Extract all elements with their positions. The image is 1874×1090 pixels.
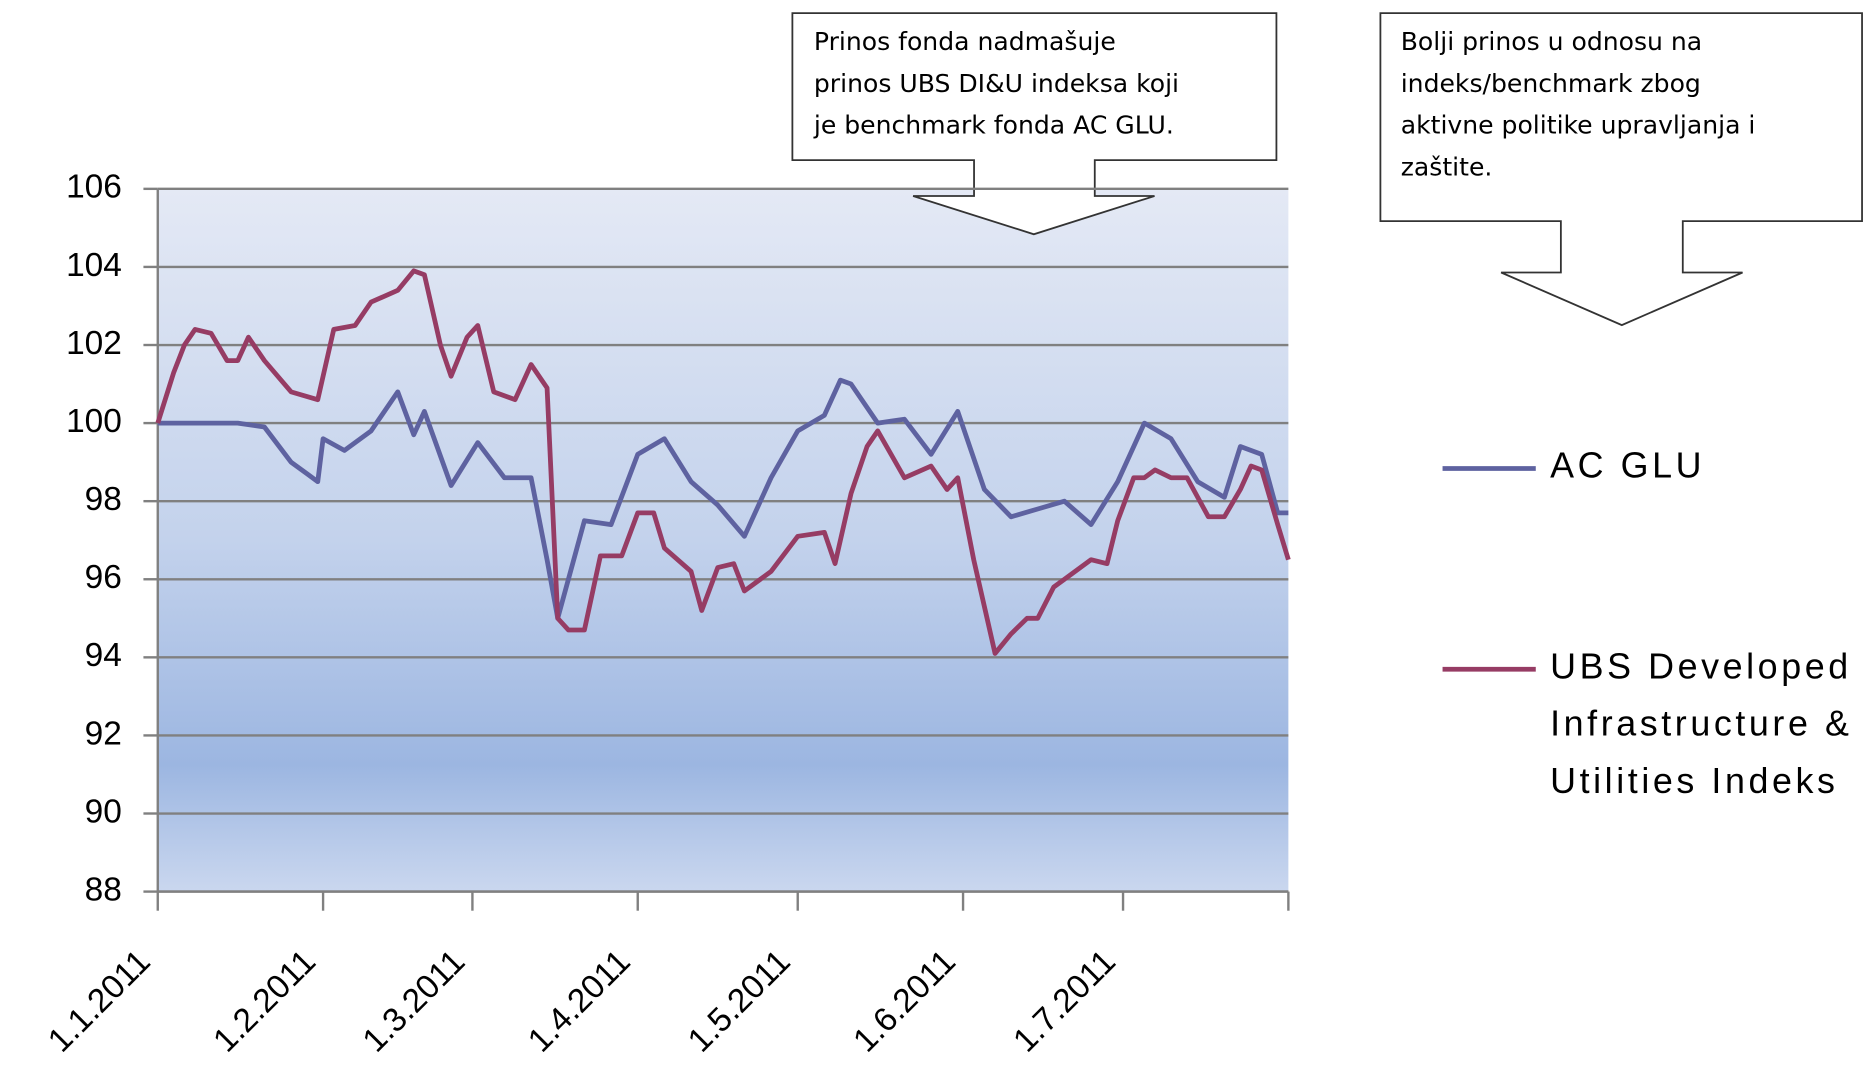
x-tick-label: 1.1.2011 — [41, 943, 157, 1059]
x-tick-label: 1.6.2011 — [847, 943, 963, 1059]
x-tick-label: 1.7.2011 — [1007, 943, 1123, 1059]
plot-area — [157, 188, 1289, 892]
callout-2 — [1379, 12, 1863, 327]
annotation-text: zaštite. — [1401, 153, 1493, 182]
y-tick-label: 96 — [85, 559, 122, 596]
x-tick-label: 1.2.2011 — [207, 943, 323, 1059]
y-tick-label: 102 — [66, 325, 122, 362]
series-line — [155, 268, 1291, 656]
callout-1 — [791, 12, 1278, 236]
y-tick-label: 106 — [66, 169, 122, 206]
x-tick-label: 1.4.2011 — [521, 943, 637, 1059]
y-tick-label: 98 — [85, 481, 122, 518]
annotation-text: aktivne politike upravljanja i — [1401, 111, 1756, 140]
y-tick-label: 104 — [66, 247, 122, 284]
series-line — [157, 377, 1289, 621]
x-tick-label: 1.3.2011 — [356, 943, 472, 1059]
y-tick-label: 94 — [85, 637, 122, 674]
y-tick-label: 88 — [85, 871, 122, 908]
x-tick-label: 1.5.2011 — [681, 943, 797, 1059]
annotation-text: prinos UBS DI&U indeksa koji — [814, 69, 1179, 98]
y-tick-label: 90 — [85, 793, 122, 830]
annotation-text: Prinos fonda nadmašuje — [814, 27, 1116, 56]
y-tick-label: 100 — [66, 403, 122, 440]
y-tick-label: 92 — [85, 715, 122, 752]
annotation-text: indeks/benchmark zbog — [1401, 69, 1701, 98]
legend-label: AC GLU — [1550, 446, 1705, 486]
annotation-text: Bolji prinos u odnosu na — [1401, 27, 1702, 56]
annotation-text: je benchmark fonda AC GLU. — [813, 111, 1174, 140]
legend-label: UBS Developed Infrastructure & Utilities I… — [1550, 647, 1852, 802]
